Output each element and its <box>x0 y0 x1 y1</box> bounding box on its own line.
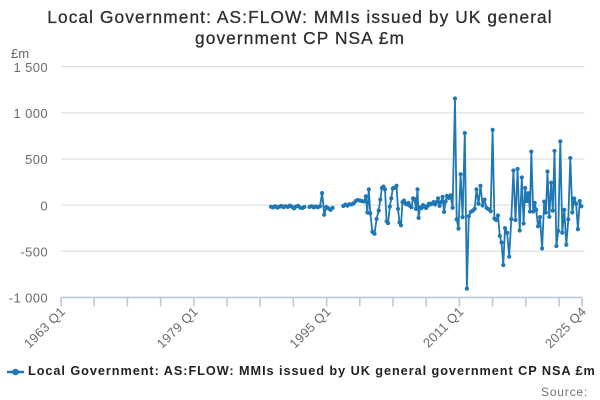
svg-text:2025 Q4: 2025 Q4 <box>542 304 589 351</box>
svg-text:-1 000: -1 000 <box>9 291 48 306</box>
svg-text:500: 500 <box>25 152 48 167</box>
svg-text:1963 Q1: 1963 Q1 <box>21 304 68 351</box>
svg-text:0: 0 <box>40 198 48 213</box>
svg-text:1979 Q1: 1979 Q1 <box>154 304 201 351</box>
svg-text:1 500: 1 500 <box>13 60 48 75</box>
svg-text:1995 Q1: 1995 Q1 <box>286 304 333 351</box>
svg-text:2011 Q1: 2011 Q1 <box>420 304 467 351</box>
svg-text:-500: -500 <box>20 244 48 259</box>
svg-text:1 000: 1 000 <box>13 106 48 121</box>
